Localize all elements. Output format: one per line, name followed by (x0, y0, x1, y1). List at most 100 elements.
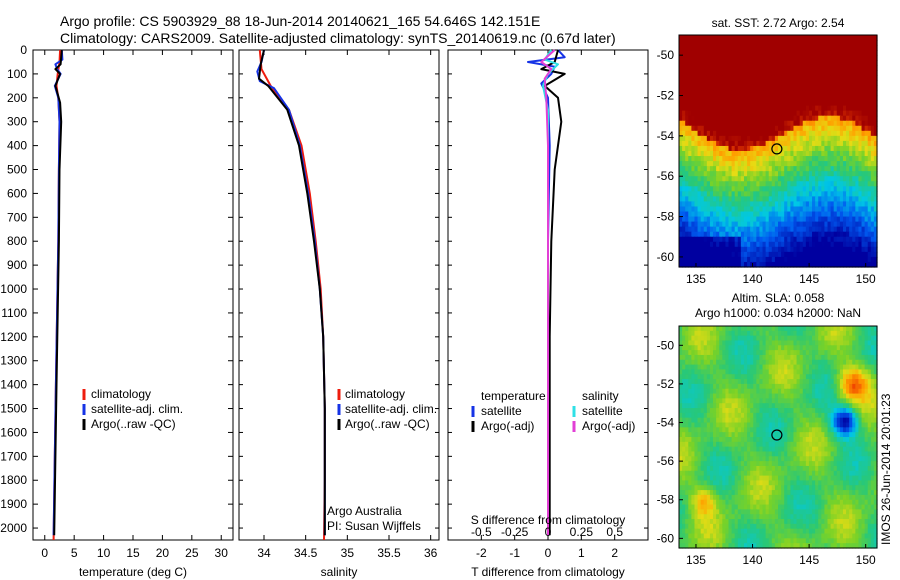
map-cell (858, 166, 863, 172)
map-cell (858, 176, 863, 182)
map-cell (768, 398, 773, 404)
map-cell (771, 75, 776, 81)
map-cell (870, 226, 875, 233)
map-cell (799, 75, 804, 81)
map-cell (716, 161, 720, 167)
map-cell (737, 256, 742, 263)
map-cell (784, 236, 788, 243)
map-cell (793, 216, 798, 223)
map-cell (700, 340, 705, 346)
map-cell (734, 231, 739, 238)
map-cell (750, 216, 754, 223)
map-cell (703, 80, 708, 87)
map-cell (765, 110, 770, 117)
map-cell (818, 393, 822, 399)
map-cell (818, 201, 822, 208)
map-cell (679, 35, 683, 41)
map-cell (759, 85, 764, 92)
map-cell (808, 166, 813, 172)
map-cell (849, 246, 853, 253)
map-cell (864, 236, 869, 243)
map-cell (753, 156, 757, 162)
map-cell (784, 166, 788, 172)
map-cell (740, 65, 745, 71)
map-cell (725, 393, 730, 399)
map-cell (867, 65, 872, 71)
map-cell (855, 40, 860, 46)
map-cell (802, 340, 807, 346)
map-cell (855, 251, 860, 258)
map-cell (725, 70, 730, 76)
map-cell (870, 261, 875, 268)
map-cell (818, 427, 822, 433)
map-cell (867, 206, 872, 213)
map-cell (774, 35, 779, 41)
map-cell (805, 211, 810, 218)
map-cell (747, 211, 751, 218)
map-cell (725, 246, 730, 253)
map-cell (855, 171, 860, 177)
map-cell (864, 246, 869, 253)
map-cell (768, 221, 773, 228)
map-cell (688, 326, 692, 332)
map-cell (842, 50, 847, 56)
map-cell (784, 383, 788, 390)
map-cell (694, 441, 699, 448)
map-cell (790, 90, 795, 97)
map-cell (688, 359, 692, 366)
map-cell (790, 432, 795, 438)
map-cell (836, 211, 841, 218)
map-cell (747, 216, 751, 223)
map-cell (787, 55, 791, 61)
map-cell (703, 359, 708, 366)
map-cell (753, 364, 757, 371)
map-cell (855, 364, 860, 371)
map-cell (709, 374, 714, 380)
map-cell (768, 251, 773, 258)
map-cell (756, 441, 761, 448)
map-cell (787, 374, 791, 380)
map-cell (812, 354, 816, 361)
map-cell (697, 196, 702, 203)
map-cell (830, 171, 835, 177)
map-cell (685, 45, 689, 51)
y-tick-label: 100 (7, 67, 27, 81)
map-cell (873, 231, 878, 238)
map-cell (858, 95, 863, 102)
map-cell (787, 191, 791, 197)
map-cell (830, 340, 835, 346)
map-cell (830, 388, 835, 395)
map-cell (716, 330, 720, 337)
map-cell (864, 412, 869, 419)
map-cell (737, 345, 742, 351)
map-cell (827, 95, 832, 102)
map-cell (790, 326, 795, 332)
map-cell (750, 105, 754, 112)
map-cell (855, 246, 860, 253)
map-cell (734, 379, 739, 385)
map-cell (821, 125, 825, 132)
map-cell (793, 221, 798, 228)
map-cell (725, 95, 730, 102)
map-cell (833, 75, 838, 81)
map-cell (759, 100, 764, 107)
map-cell (725, 403, 730, 409)
map-cell (858, 40, 863, 46)
map-cell (864, 369, 869, 375)
map-cell (743, 40, 748, 46)
map-cell (790, 417, 795, 424)
map-cell (706, 201, 711, 208)
map-cell (740, 201, 745, 208)
map-cell (774, 330, 779, 337)
map-cell (799, 80, 804, 87)
map-cell (697, 156, 702, 162)
map-cell (756, 191, 761, 197)
map-cell (697, 201, 702, 208)
map-cell (861, 186, 866, 192)
map-cell (849, 100, 853, 107)
map-cell (694, 446, 699, 453)
map-cell (679, 50, 683, 56)
map-cell (743, 456, 748, 462)
map-cell (796, 105, 801, 112)
map-cell (747, 85, 751, 92)
